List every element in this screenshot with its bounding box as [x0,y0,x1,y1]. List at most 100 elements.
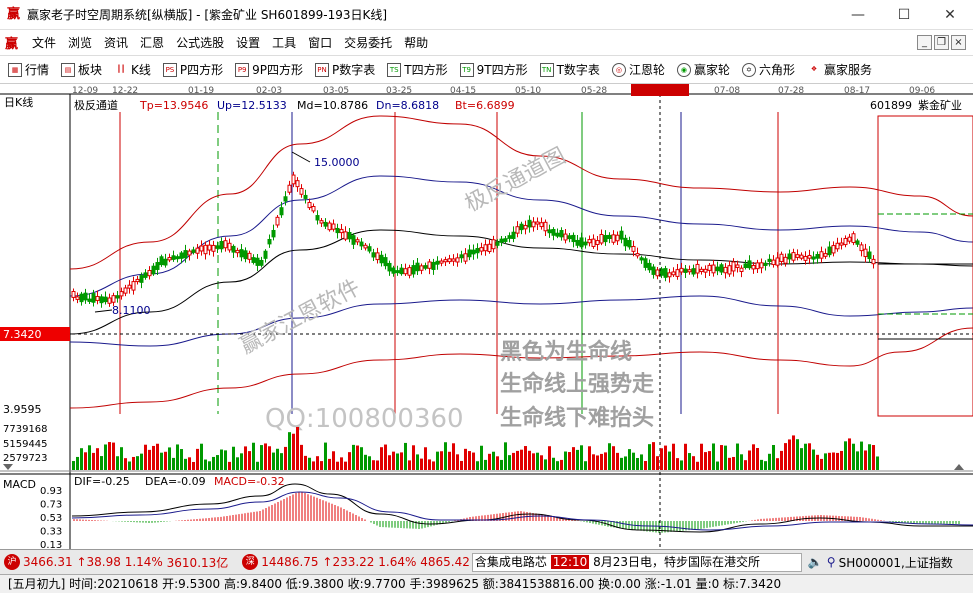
maximize-button[interactable]: ☐ [897,7,911,23]
menu-browse[interactable]: 浏览 [68,36,93,50]
toolbar-quotes-button[interactable]: ▦ 行情 [8,61,49,78]
candle-body [411,265,416,275]
volume-bar [804,443,807,470]
candle-body [79,293,84,303]
volume-bar [492,451,495,470]
macd-tick-label: 0.13 [40,540,62,549]
channel-mid-line [69,229,973,335]
menu-help[interactable]: 帮助 [404,36,429,50]
mdi-restore-button[interactable]: ❐ [934,35,949,50]
close-button[interactable]: ✕ [944,7,956,23]
volume-bar [352,444,355,470]
index-selector[interactable]: SH000001,上证指数 [838,555,953,570]
toolbar-winner-wheel-button[interactable]: ◉ 赢家轮 [676,61,730,78]
toolbar-label: 9T四方形 [476,63,528,77]
volume-bar [356,445,359,470]
candle-body [91,293,96,303]
volume-bar [376,460,379,470]
speaker-icon[interactable]: 🔈 [807,555,823,569]
candle-body [467,249,472,258]
kline-chart-area[interactable]: 12-09 12-22 01-19 02-03 03-05 03-25 04-15 05-10… [0,84,973,578]
candle-body [751,264,756,270]
ts-icon: TS [387,62,402,77]
volume-bar [608,443,611,470]
toolbar-p-square-button[interactable]: PS P四方形 [162,61,223,78]
toolbar-t-square-button[interactable]: TS T四方形 [387,61,448,78]
menu-file[interactable]: 文件 [32,36,57,50]
date-tick-label: 02-03 [256,86,282,96]
candle-body [211,244,216,252]
candle-body [307,201,312,209]
toolbar-kline-button[interactable]: ┃┃ K线 [114,61,151,78]
volume-bar [848,438,851,470]
toolbar-t-table-button[interactable]: TN T数字表 [539,61,600,78]
volume-bar [196,448,199,470]
volume-bar [644,461,647,470]
news-ticker[interactable]: 含集成电路芯 12:10 8月23日电，特步国际在港交所 [471,552,802,572]
toolbar-9t-square-button[interactable]: T9 9T四方形 [459,61,528,78]
volume-bar [632,452,635,470]
volume-bar [748,450,751,470]
candle-body [711,264,716,274]
volume-bar [788,439,791,470]
toolbar-label: 江恩轮 [628,63,665,77]
toolbar-p-table-button[interactable]: PN P数字表 [315,61,375,78]
menu-info[interactable]: 资讯 [104,36,129,50]
candle-body [215,245,220,249]
news-text: 8月23日电，特步国际在港交所 [593,554,761,569]
volume-bar [192,461,195,470]
date-tick-label: 03-25 [386,86,412,96]
candle-body [535,221,540,225]
menu-trade[interactable]: 交易委托 [344,36,393,50]
volume-bar [676,458,679,470]
candle-body [519,223,524,231]
candle-body [263,250,268,259]
toolbar-label: 赢家轮 [693,63,730,77]
scroll-down-icon[interactable] [3,464,13,470]
minimize-button[interactable]: — [851,7,865,23]
volume-bar [496,456,499,470]
volume-bar [172,457,175,470]
kline-chart[interactable]: 12-09 12-22 01-19 02-03 03-05 03-25 04-15 05-10… [0,84,973,578]
volume-bar [684,443,687,470]
sz-index-amount: 4865.42 [420,555,470,569]
volume-bar [820,458,823,470]
volume-bar [260,445,263,470]
sh-index-icon[interactable]: 沪 [4,554,20,570]
volume-bar [756,448,759,470]
volume-bar [792,435,795,470]
sz-index-value: 14486.75 [261,555,319,569]
volume-bar [596,455,599,470]
menu-settings[interactable]: 设置 [236,36,261,50]
candle-body [451,258,456,262]
candle-body [475,248,480,254]
candle-body [383,257,388,267]
menu-tools[interactable]: 工具 [272,36,297,50]
volume-bar [412,445,415,470]
toolbar-service-button[interactable]: ❖ 赢家服务 [807,61,872,78]
menu-formula[interactable]: 公式选股 [176,36,225,50]
toolbar-hexagon-button[interactable]: ✡ 六角形 [741,61,795,78]
volume-bar [488,453,491,470]
sz-index-icon[interactable]: 深 [242,554,259,570]
volume-tick-1: 7739168 [3,424,48,435]
toolbar-gann-wheel-button[interactable]: ◎ 江恩轮 [611,61,665,78]
mdi-minimize-button[interactable]: _ [917,35,932,50]
menu-gann[interactable]: 汇恩 [140,36,165,50]
volume-bar [564,451,567,470]
toolbar-9p-square-button[interactable]: P9 9P四方形 [235,61,303,78]
candle-body [851,233,856,244]
menu-window[interactable]: 窗口 [308,36,333,50]
candle-body [187,250,192,256]
candle-body [267,238,272,245]
toolbar-sector-button[interactable]: ▤ 板块 [61,61,102,78]
volume-bar [652,442,655,470]
volume-bar [268,446,271,470]
toolbar-label: 板块 [78,63,103,77]
mdi-close-button[interactable]: × [951,35,966,50]
scroll-up-icon[interactable] [954,464,964,470]
low-pointer [94,309,113,313]
volume-bar [316,456,319,470]
board-icon: ▤ [61,62,76,77]
volume-bar [288,432,291,470]
